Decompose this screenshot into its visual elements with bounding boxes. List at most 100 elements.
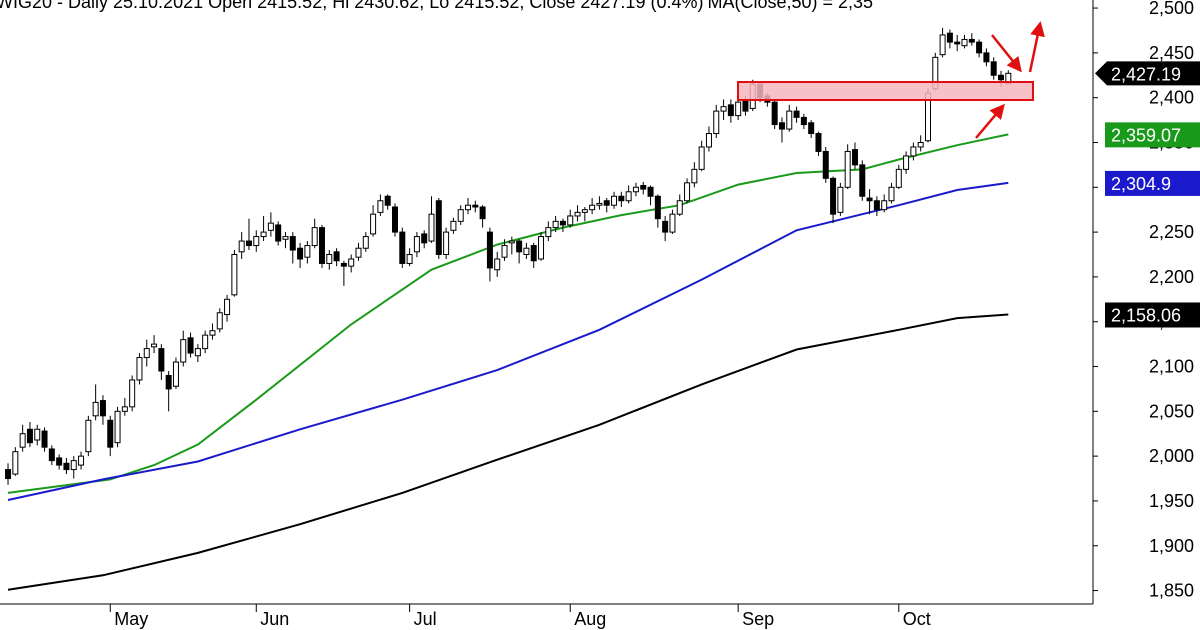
candle-body — [194, 348, 201, 357]
candle-body — [450, 220, 457, 231]
candle-body — [85, 419, 92, 453]
y-tick-label: 2,100 — [1149, 357, 1194, 377]
end-label: 2,359.07 — [1111, 125, 1181, 145]
candle-body — [676, 200, 683, 215]
moving-average — [7, 313, 1009, 591]
moving-average — [7, 133, 1009, 494]
candle-body — [187, 337, 194, 354]
candle-body — [99, 400, 106, 417]
x-tick-label: Aug — [574, 609, 606, 629]
y-tick-label: 1,900 — [1149, 536, 1194, 556]
candle-body — [742, 98, 749, 112]
candle-body — [253, 236, 260, 247]
candle-body — [238, 240, 245, 253]
candle-body — [48, 448, 55, 462]
chart-title: WIG20 - Daily 25.10.2021 Open 2415.52, H… — [0, 0, 703, 12]
candle-body — [596, 202, 603, 206]
plot-area — [5, 27, 1012, 591]
y-tick-label: 2,400 — [1149, 88, 1194, 108]
candle-body — [486, 231, 493, 269]
candle-body — [406, 254, 413, 264]
candle-body — [158, 348, 165, 372]
x-tick-label: Jun — [260, 609, 289, 629]
candle-body — [216, 312, 223, 330]
candle-body — [538, 236, 545, 260]
candle-body — [151, 343, 158, 348]
candle-body — [793, 110, 800, 118]
candle-body — [611, 195, 618, 206]
candle-body — [800, 116, 807, 126]
candle-body — [5, 469, 12, 480]
candle-body — [727, 104, 734, 117]
candle-body — [282, 236, 289, 240]
y-tick-label: 2,450 — [1149, 43, 1194, 63]
candle-body — [786, 110, 793, 130]
candle-body — [516, 240, 523, 253]
candle-body — [267, 222, 274, 231]
candle-body — [837, 186, 844, 213]
candle-body — [523, 247, 530, 256]
y-tick-label: 2,500 — [1149, 0, 1194, 18]
candle-body — [822, 150, 829, 179]
end-label: 2,304.9 — [1111, 174, 1171, 194]
candle-body — [457, 209, 464, 222]
candle-body — [494, 258, 501, 271]
candle-body — [545, 227, 552, 238]
candle-body — [778, 122, 785, 130]
candle-body — [311, 227, 318, 247]
candle-body — [348, 258, 355, 267]
candle-body — [954, 41, 961, 45]
candle-body — [844, 150, 851, 188]
candle-body — [815, 133, 822, 152]
title-group: WIG20 - Daily 25.10.2021 Open 2415.52, H… — [0, 0, 873, 12]
candle-body — [567, 215, 574, 226]
candle-body — [318, 227, 325, 264]
candle-body — [12, 451, 19, 475]
end-label-box — [1105, 122, 1200, 148]
candle-body — [121, 406, 128, 412]
candle-body — [107, 419, 114, 448]
candle-body — [435, 200, 442, 256]
end-label-box — [1105, 170, 1200, 196]
y-tick-label: 2,200 — [1149, 267, 1194, 287]
x-tick-label: Sep — [742, 609, 774, 629]
candle-body — [574, 211, 581, 217]
candle-body — [78, 455, 85, 466]
candle-body — [443, 231, 450, 256]
candle-body — [888, 186, 895, 202]
candle-body — [552, 220, 559, 229]
candle-body — [501, 245, 508, 258]
candle-body — [304, 245, 311, 258]
candle-body — [990, 61, 997, 76]
candle-body — [224, 298, 231, 316]
candle-body — [180, 339, 187, 363]
candle-body — [391, 206, 398, 233]
y-tick-label: 2,000 — [1149, 446, 1194, 466]
candle-body — [136, 357, 143, 381]
candle-body — [589, 204, 596, 211]
x-tick-label: Oct — [903, 609, 931, 629]
arrow — [975, 103, 1005, 139]
candle-body — [910, 146, 917, 157]
candle-body — [903, 155, 910, 170]
candle-body — [421, 233, 428, 244]
candle-body — [165, 374, 172, 390]
candle-body — [669, 213, 676, 233]
candle-body — [92, 401, 99, 417]
candle-body — [275, 224, 282, 242]
candle-body — [998, 74, 1005, 81]
x-tick-label: Jul — [414, 609, 437, 629]
candle-body — [56, 457, 63, 466]
resistance-zone — [737, 81, 1034, 101]
candle-body — [114, 410, 121, 444]
candle-body — [968, 38, 975, 43]
candle-body — [465, 204, 472, 211]
close-label: 2,427.19 — [1111, 64, 1181, 84]
candle-body — [326, 254, 333, 264]
candle-body — [472, 204, 479, 208]
candle-body — [983, 52, 990, 63]
candle-body — [559, 220, 566, 226]
candle-body — [851, 149, 858, 166]
close-label-box — [1095, 61, 1200, 86]
candle-body — [340, 262, 347, 267]
